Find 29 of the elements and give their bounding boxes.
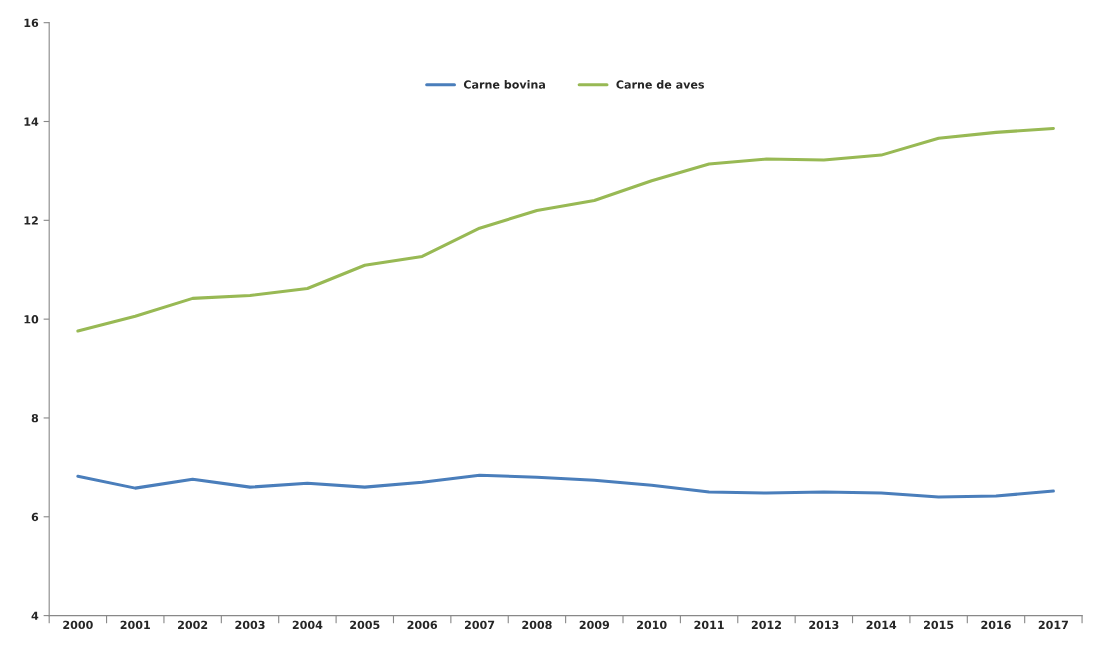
- x-tick-label: 2009: [579, 620, 610, 630]
- x-tick-label: 2012: [751, 620, 781, 630]
- x-tick-label: 2014: [866, 620, 897, 630]
- x-tick-label: 2005: [350, 620, 380, 630]
- y-tick-label: 6: [31, 512, 39, 522]
- y-tick-label: 8: [31, 413, 39, 423]
- legend-label: Carne de aves: [616, 80, 705, 89]
- y-tick-label: 12: [24, 216, 38, 225]
- x-tick-label: 2016: [981, 620, 1011, 630]
- x-tick-label: 2007: [464, 620, 495, 630]
- y-tick-label: 10: [24, 315, 39, 324]
- y-tick-label: 4: [31, 611, 39, 620]
- x-tick-label: 2010: [637, 620, 667, 630]
- x-tick-label: 2003: [235, 620, 265, 630]
- line-series: [76, 126, 1055, 333]
- x-tick-label: 2004: [292, 620, 323, 630]
- x-tick-label: 2011: [694, 620, 724, 630]
- x-tick-label: 2006: [407, 620, 438, 630]
- x-tick-label: 2017: [1038, 620, 1068, 630]
- x-tick-label: 2000: [63, 620, 93, 630]
- y-tick-label: 16: [24, 18, 39, 28]
- line-series: [76, 473, 1055, 499]
- legend-label: Carne bovina: [463, 80, 545, 89]
- x-tick-label: 2002: [178, 620, 208, 630]
- x-tick-label: 2008: [522, 620, 552, 630]
- y-tick-label: 14: [24, 117, 39, 126]
- x-tick-label: 2001: [120, 620, 150, 630]
- x-tick-label: 2013: [809, 620, 839, 630]
- x-tick-label: 2015: [924, 620, 954, 630]
